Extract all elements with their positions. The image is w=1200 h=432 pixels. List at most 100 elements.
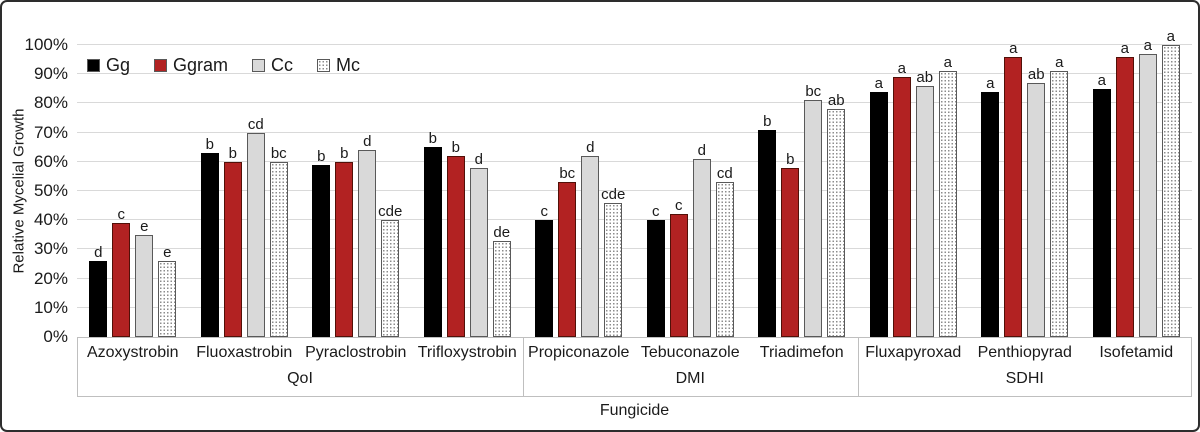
bar-cc: d	[581, 140, 600, 337]
gridline	[77, 277, 1192, 279]
category-bar-cluster: b b bc ab	[746, 45, 858, 337]
category-label: Azoxystrobin	[86, 344, 179, 361]
bar-ggram: a	[892, 61, 911, 337]
bar-cc: e	[135, 219, 154, 337]
bar-cc: ab	[1027, 67, 1046, 337]
legend-item-gg: Gg	[87, 55, 130, 76]
significance-letter: a	[1166, 28, 1175, 45]
significance-letter: e	[140, 217, 149, 235]
category-bar-cluster: a a ab a	[969, 41, 1081, 337]
bar-gg: b	[423, 131, 442, 337]
legend-label: Cc	[271, 55, 294, 75]
significance-letter: d	[474, 150, 483, 168]
group-separator-line	[1191, 337, 1192, 396]
significance-letter: cde	[601, 185, 626, 203]
significance-letter: b	[763, 112, 772, 130]
significance-letter: e	[163, 244, 172, 262]
y-tick-label: 90%	[33, 64, 68, 84]
significance-letter: d	[697, 141, 706, 159]
legend: Gg Ggram Cc Mc	[87, 55, 360, 76]
bar-mc: cde	[378, 204, 402, 337]
bar-cc: a	[1138, 38, 1157, 337]
gridline	[77, 73, 1192, 75]
bar-cc: d	[692, 143, 711, 337]
bar-mc: a	[1161, 29, 1180, 337]
bar-ggram: c	[112, 207, 131, 337]
y-tick-label: 80%	[33, 93, 68, 113]
legend-swatch-icon	[87, 59, 100, 72]
significance-letter: b	[340, 144, 349, 162]
bar-gg: b	[200, 137, 219, 337]
significance-letter: a	[1120, 39, 1129, 57]
legend-label: Mc	[336, 55, 361, 75]
bar-gg: c	[646, 204, 665, 337]
bar-mc: de	[492, 225, 511, 337]
bars: d c e e b b cd bc b b d cde b b d de c bc d cde c c d cd b b bc ab a…	[77, 29, 1193, 337]
bar-gg: b	[312, 149, 331, 337]
significance-letter: d	[586, 138, 595, 156]
significance-letter: b	[317, 147, 326, 165]
legend-item-mc: Mc	[317, 55, 360, 76]
bar-cc: cd	[246, 117, 265, 337]
category-bar-cluster: a a ab a	[858, 45, 970, 337]
significance-letter: ab	[1027, 65, 1045, 83]
bar-ggram: b	[781, 152, 800, 337]
significance-letter: de	[493, 223, 511, 241]
category-bar-cluster: c bc d cde	[523, 45, 635, 337]
category-label: Pyraclostrobin	[305, 344, 407, 361]
significance-letter: bc	[270, 144, 287, 162]
group-separator-line	[857, 337, 859, 396]
label-area-bottom-border	[77, 396, 1192, 397]
y-tick-label: 30%	[33, 239, 68, 259]
significance-letter: b	[228, 144, 237, 162]
legend-label: Gg	[106, 55, 131, 75]
gridline	[77, 190, 1192, 191]
bar-ggram: a	[1115, 41, 1134, 337]
significance-letter: b	[428, 130, 437, 148]
group-separator-line	[523, 337, 524, 396]
category-bar-cluster: b b d de	[412, 45, 524, 337]
bar-mc: a	[1050, 55, 1069, 337]
y-tick-label: 0%	[43, 327, 68, 346]
legend-swatch-icon	[154, 59, 168, 72]
bar-cc: d	[469, 152, 488, 337]
gridline	[77, 160, 1192, 162]
category-label: Penthiopyrad	[977, 344, 1072, 361]
y-tick-label: 70%	[33, 122, 68, 142]
significance-letter: bc	[805, 83, 822, 101]
gridline	[77, 219, 1192, 221]
category-bar-cluster: b b cd bc	[189, 45, 301, 337]
group-label-dmi: DMI	[675, 370, 705, 387]
category-labels: Azoxystrobin Fluoxastrobin Pyraclostrobin T…	[77, 344, 1192, 368]
legend-swatch-icon	[252, 59, 266, 72]
significance-letter: c	[675, 197, 683, 215]
category-bar-cluster: b b d cde	[300, 45, 412, 337]
significance-letter: a	[1143, 36, 1152, 54]
plot-area: d c e e b b cd bc b b d cde b b d de c bc d cde c c d cd b b bc ab a…	[77, 29, 1193, 337]
y-tick-label: 50%	[33, 181, 68, 200]
category-label: Triadimefon	[759, 344, 844, 361]
bar-mc: e	[158, 245, 177, 337]
significance-letter: ab	[827, 92, 845, 110]
significance-letter: d	[94, 244, 103, 262]
bar-gg: a	[869, 76, 888, 337]
group-labels: QoI DMI SDHI	[77, 370, 1192, 394]
significance-letter: c	[652, 203, 660, 221]
bar-cc: ab	[915, 70, 934, 337]
significance-letter: cd	[247, 115, 264, 133]
bar-ggram: bc	[558, 166, 577, 337]
significance-letter: b	[451, 138, 460, 156]
y-tick-label: 10%	[33, 297, 68, 317]
bar-ggram: b	[335, 146, 354, 337]
significance-letter: a	[986, 74, 995, 92]
significance-letter: a	[874, 74, 883, 92]
category-label: Fluoxastrobin	[196, 344, 293, 361]
bar-cc: d	[358, 134, 377, 337]
bar-ggram: a	[1004, 41, 1023, 337]
legend-label: Ggram	[173, 55, 229, 75]
legend-item-cc: Cc	[252, 55, 293, 76]
category-label: Isofetamid	[1099, 344, 1174, 361]
